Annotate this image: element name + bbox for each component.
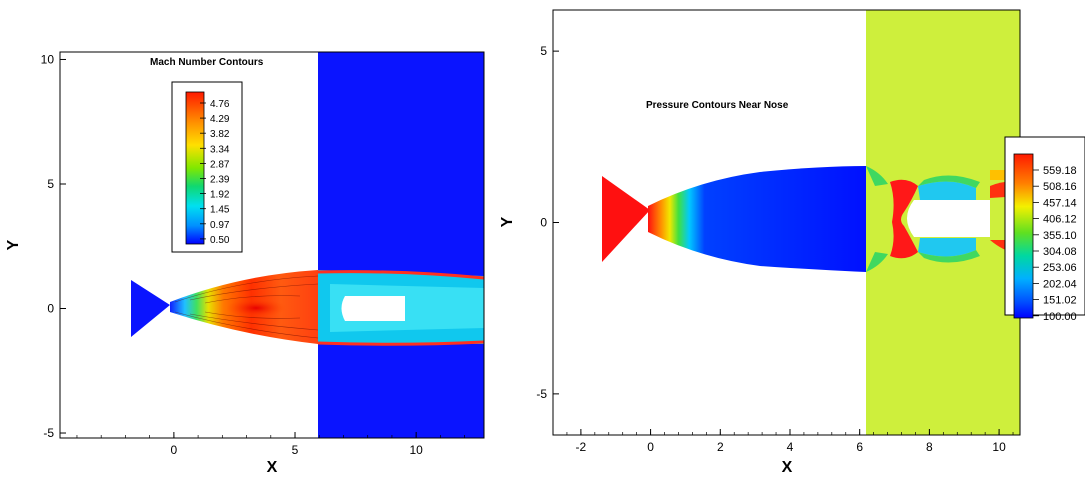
pressure-colorbar [1013, 153, 1034, 319]
mach-core [226, 298, 286, 318]
legend-level-label: 4.29 [210, 114, 230, 125]
y-tick-label: 5 [47, 177, 54, 191]
nose-tip [907, 200, 914, 237]
wake-green-top [918, 175, 980, 188]
y-tick-label: -5 [536, 387, 547, 401]
left-y-label: Y [5, 239, 22, 250]
legend-level-label: 151.02 [1043, 295, 1077, 307]
y-tick-label: 0 [47, 302, 54, 316]
pressure-legend: 559.18 508.16 457.14 406.12 355.10 304.08 253.… [1004, 136, 1085, 323]
y-tick-label: 10 [41, 52, 55, 66]
legend-level-label: 406.12 [1043, 214, 1077, 226]
y-tick-label: 0 [540, 216, 547, 230]
legend-level-label: 4.76 [210, 99, 230, 110]
wake-edge-top [317, 270, 485, 280]
x-tick-label: 6 [856, 440, 863, 454]
x-tick-label: 4 [787, 440, 794, 454]
legend-level-label: 457.14 [1043, 197, 1077, 209]
x-tick-label: 8 [926, 440, 933, 454]
x-tick-label: 10 [992, 440, 1006, 454]
x-tick-label: 0 [171, 443, 178, 457]
mach-plot-title: Mach Number Contours [150, 57, 264, 68]
left-axes: 0 5 10 -5 0 5 10 [41, 52, 465, 457]
nose-body [914, 200, 990, 237]
legend-level-label: 304.08 [1043, 246, 1077, 258]
wake-cyan-bottom [918, 238, 976, 257]
bow-shock-bottom [866, 252, 888, 272]
right-x-label: X [782, 459, 793, 476]
body-shape [345, 296, 405, 321]
legend-level-label: 100.00 [1043, 311, 1077, 323]
legend-level-label: 1.92 [210, 190, 230, 201]
left-plot-frame [59, 51, 485, 439]
x-tick-label: -2 [576, 440, 587, 454]
legend-level-label: 3.82 [210, 129, 230, 140]
mach-legend: 4.76 4.29 3.82 3.34 2.87 2.39 1.92 1.45 0.97 0.50 [171, 81, 243, 253]
legend-level-label: 0.50 [210, 235, 230, 246]
y-tick-label: -5 [43, 426, 54, 440]
left-x-label: X [267, 459, 278, 476]
inflow-region [318, 52, 484, 438]
legend-level-label: 559.18 [1043, 165, 1077, 177]
x-tick-label: 2 [717, 440, 724, 454]
pressure-contour-plot [552, 9, 1021, 436]
x-tick-label: 5 [292, 443, 299, 457]
pressure-plot-title: Pressure Contours Near Nose [646, 100, 789, 111]
stagnation-region [890, 179, 918, 259]
wake-green-bottom [918, 250, 980, 263]
right-axes: -2 0 2 4 6 8 10 -5 0 5 [536, 44, 1014, 454]
legend-level-label: 3.34 [210, 144, 230, 155]
nozzle-exit [602, 176, 650, 262]
mach-contour-plot [59, 51, 485, 439]
legend-level-label: 2.39 [210, 175, 230, 186]
mach-contour-lines [174, 275, 319, 339]
x-tick-label: 10 [409, 443, 423, 457]
legend-level-label: 1.45 [210, 205, 230, 216]
y-tick-label: 5 [540, 44, 547, 58]
bow-shock-top [866, 166, 888, 186]
wake-cyan-top [918, 181, 976, 200]
legend-level-label: 2.87 [210, 159, 230, 170]
legend-level-label: 0.97 [210, 220, 230, 231]
nozzle-inlet [131, 280, 170, 337]
wake-edge-bottom [317, 340, 485, 346]
mach-colorbar [185, 91, 205, 245]
pressure-plume [648, 166, 866, 272]
legend-level-label: 253.06 [1043, 262, 1077, 274]
legend-level-label: 355.10 [1043, 230, 1077, 242]
legend-level-label: 202.04 [1043, 278, 1077, 290]
x-tick-label: 0 [647, 440, 654, 454]
legend-level-label: 508.16 [1043, 181, 1077, 193]
body-nose [341, 296, 345, 321]
right-y-label: Y [499, 216, 516, 227]
